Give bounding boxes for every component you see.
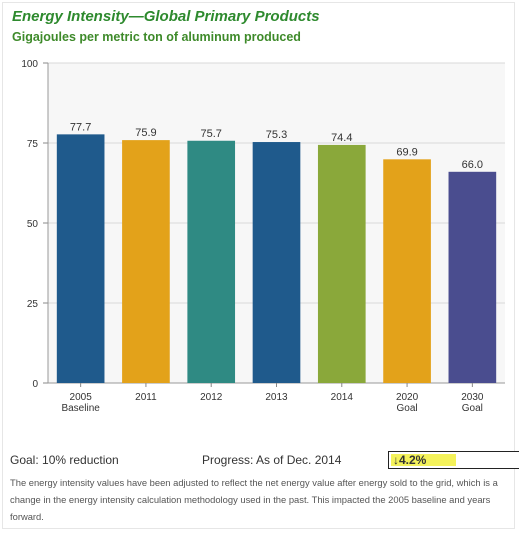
y-tick-label: 25 xyxy=(27,299,39,310)
bar-value-label: 77.7 xyxy=(70,121,91,133)
bar xyxy=(122,140,170,383)
x-tick-label: 2014 xyxy=(331,392,354,403)
bar xyxy=(252,142,301,383)
bar-value-label: 75.3 xyxy=(266,129,287,141)
footnote: The energy intensity values have been ad… xyxy=(10,477,498,522)
x-tick-label: 2030 Goal xyxy=(461,392,484,414)
goal-progress-row: Goal: 10% reduction Progress: As of Dec.… xyxy=(10,451,519,471)
bar-chart: 0 25 50 75 100 77.7 2005 Baseline 75.9 2011 75.7 20… xyxy=(21,59,505,414)
bar xyxy=(383,159,431,383)
progress-value: ↓4.2% xyxy=(393,453,427,467)
x-tick-label: 2005 Baseline xyxy=(61,392,100,414)
y-tick-label: 100 xyxy=(21,59,38,70)
bar-value-label: 66.0 xyxy=(462,159,483,171)
x-tick-label: 2020 Goal xyxy=(396,392,419,414)
progress-label: Progress: As of Dec. 2014 xyxy=(202,453,342,467)
x-tick-label: 2012 xyxy=(200,392,223,403)
bar-value-label: 75.7 xyxy=(201,128,222,140)
x-tick-label: 2011 xyxy=(135,392,157,403)
bar xyxy=(317,144,366,383)
y-tick-label: 75 xyxy=(27,139,39,150)
y-tick-label: 0 xyxy=(32,379,38,390)
chart-title: Energy Intensity—Global Primary Products xyxy=(12,8,320,25)
x-tick-label: 2013 xyxy=(265,392,288,403)
y-tick-label: 50 xyxy=(27,219,39,230)
bar xyxy=(448,171,497,383)
bar-value-label: 69.9 xyxy=(396,146,417,158)
bar-value-label: 75.9 xyxy=(135,127,156,139)
progress-box: ↓4.2% xyxy=(388,451,519,469)
bar-value-label: 74.4 xyxy=(331,132,352,144)
goal-text: Goal: 10% reduction xyxy=(10,453,119,467)
chart-subtitle: Gigajoules per metric ton of aluminum pr… xyxy=(12,30,301,44)
bar xyxy=(56,134,105,383)
progress-highlight xyxy=(391,454,456,466)
chart-frame xyxy=(2,2,515,529)
bar xyxy=(187,140,236,383)
